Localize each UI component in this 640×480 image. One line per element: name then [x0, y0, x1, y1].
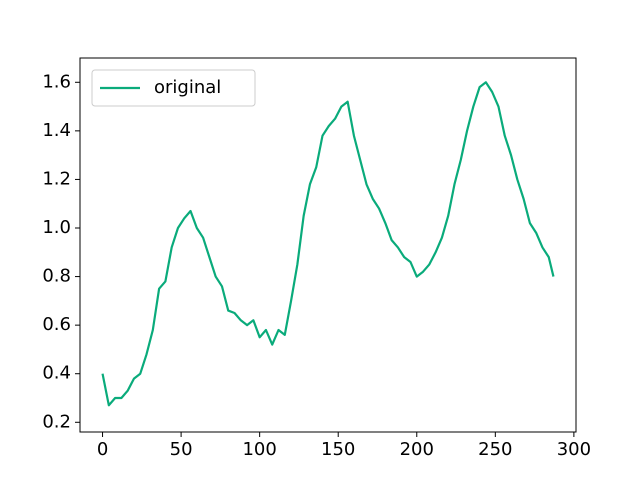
y-tick-label: 0.6 [42, 314, 71, 335]
legend-label: original [154, 77, 221, 98]
x-tick-label: 100 [242, 439, 276, 460]
y-tick-label: 1.6 [42, 71, 71, 92]
x-tick-label: 150 [321, 439, 355, 460]
x-tick-label: 300 [557, 439, 591, 460]
y-tick-label: 1.0 [42, 217, 71, 238]
x-tick-label: 250 [478, 439, 512, 460]
y-tick-label: 1.2 [42, 168, 71, 189]
y-tick-label: 0.4 [42, 363, 71, 384]
y-tick-label: 1.4 [42, 120, 71, 141]
x-tick-label: 0 [97, 439, 108, 460]
x-tick-label: 50 [170, 439, 193, 460]
y-tick-label: 0.2 [42, 411, 71, 432]
legend-box [91, 69, 256, 107]
line [101, 81, 555, 407]
x-tick-label: 200 [400, 439, 434, 460]
axes-frame [79, 57, 577, 433]
y-tick-label: 0.8 [42, 266, 71, 287]
